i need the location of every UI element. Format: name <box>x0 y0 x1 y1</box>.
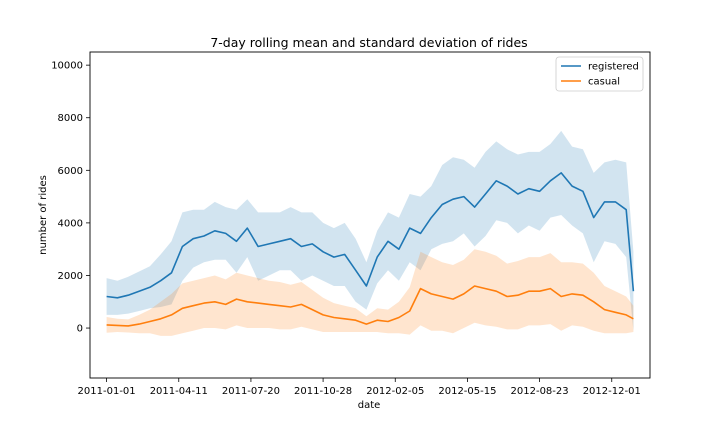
y-tick-label: 4000 <box>58 218 83 229</box>
x-tick-label: 2011-04-11 <box>150 386 208 397</box>
y-tick-label: 8000 <box>58 113 83 124</box>
x-tick-label: 2011-01-01 <box>78 386 136 397</box>
std-band-casual <box>106 249 634 336</box>
x-tick-label: 2011-10-28 <box>294 386 352 397</box>
mean-line-registered <box>106 172 635 299</box>
y-tick-label: 2000 <box>58 271 83 282</box>
y-tick-label: 0 <box>77 324 83 335</box>
mean-line-casual <box>106 285 634 327</box>
x-tick-label: 2011-07-20 <box>222 386 280 397</box>
x-axis: 2011-01-01 2011-04-11 2011-07-20 2011-10-28… <box>78 378 641 397</box>
x-tick-label: 2012-05-15 <box>438 386 496 397</box>
y-axis-label: number of rides <box>38 175 49 255</box>
x-axis-label: date <box>358 400 381 411</box>
std-band-registered <box>106 130 634 331</box>
legend-label-registered: registered <box>588 62 639 73</box>
chart-title: 7-day rolling mean and standard deviatio… <box>210 35 527 50</box>
plot-area <box>106 130 635 336</box>
x-tick-label: 2012-08-23 <box>511 386 569 397</box>
x-tick-label: 2012-12-01 <box>583 386 641 397</box>
mean-lines <box>106 172 635 327</box>
std-bands <box>106 130 634 336</box>
legend: registered casual <box>555 56 644 92</box>
y-tick-label: 6000 <box>58 166 83 177</box>
legend-label-casual: casual <box>588 77 620 88</box>
y-tick-label: 10000 <box>51 61 83 72</box>
x-tick-label: 2012-02-05 <box>366 386 424 397</box>
axes-frame <box>89 51 651 379</box>
y-axis: 0 2000 4000 6000 8000 10000 <box>51 61 90 335</box>
